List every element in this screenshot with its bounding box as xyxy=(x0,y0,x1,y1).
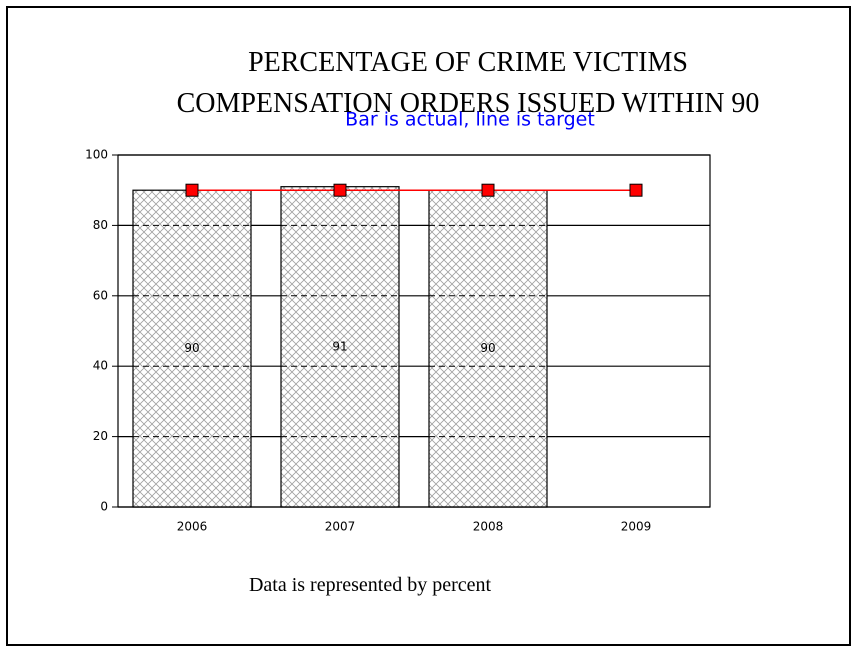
x-tick-label: 2008 xyxy=(473,520,504,534)
target-marker xyxy=(481,183,495,197)
bar xyxy=(132,189,252,508)
y-tick-label: 40 xyxy=(93,359,108,373)
data-label: 91 xyxy=(332,339,347,353)
target-marker xyxy=(185,183,199,197)
chart-title: PERCENTAGE OF CRIME VICTIMS COMPENSATION… xyxy=(176,47,760,119)
y-tick-label: 20 xyxy=(93,429,108,443)
bar xyxy=(280,186,400,508)
chart: Bar is actual, line is target 0 20 40 60 80 1… xyxy=(85,109,711,534)
x-tick-label: 2009 xyxy=(621,520,652,534)
x-tick-label: 2006 xyxy=(177,520,208,534)
target-marker xyxy=(629,183,643,197)
data-label: 90 xyxy=(480,341,495,355)
data-label: 90 xyxy=(184,341,199,355)
x-tick-label: 2007 xyxy=(325,520,356,534)
y-tick-label: 60 xyxy=(93,288,108,302)
target-marker xyxy=(333,183,347,197)
y-tick-label: 0 xyxy=(100,500,108,514)
page: {"chart_data": {"type": "bar", "title": … xyxy=(6,6,851,646)
bar xyxy=(428,189,548,508)
y-tick-label: 100 xyxy=(85,148,108,162)
chart-subtitle: Bar is actual, line is target xyxy=(345,109,595,131)
footnote: Data is represented by percent xyxy=(248,574,492,596)
plot-frame xyxy=(117,154,711,508)
y-tick-label: 80 xyxy=(93,218,108,232)
